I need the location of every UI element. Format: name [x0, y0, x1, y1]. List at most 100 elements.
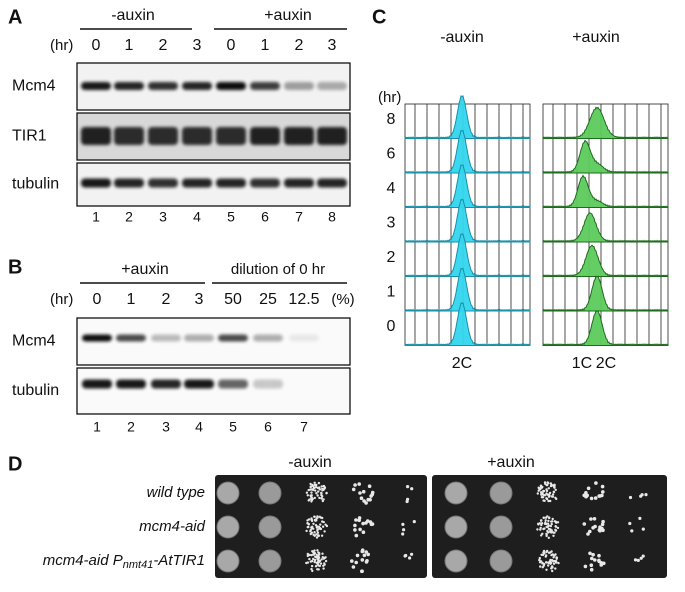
- colony: [551, 569, 554, 573]
- colony: [598, 494, 602, 498]
- colony: [539, 526, 542, 530]
- histogram: [404, 302, 531, 347]
- colony: [547, 487, 550, 490]
- spot: [489, 481, 513, 505]
- time-label: 0: [387, 318, 396, 335]
- colony: [628, 495, 633, 500]
- colony: [321, 556, 324, 559]
- histogram: [404, 267, 531, 312]
- band: [151, 334, 181, 342]
- colony: [545, 561, 548, 564]
- colony: [401, 532, 405, 536]
- colony: [313, 560, 316, 564]
- band: [182, 82, 212, 90]
- colony: [357, 482, 362, 486]
- row-label: tubulin: [12, 176, 59, 193]
- condition-label: -auxin: [111, 7, 155, 24]
- colony: [319, 562, 323, 565]
- colony: [543, 527, 546, 530]
- colony: [641, 527, 645, 531]
- colony: [310, 567, 313, 571]
- colony: [537, 489, 540, 492]
- colony: [367, 484, 372, 489]
- row-label: TIR1: [12, 128, 47, 145]
- colony: [546, 525, 549, 529]
- band: [317, 127, 347, 145]
- colony: [308, 553, 311, 557]
- colony: [406, 497, 410, 501]
- colony: [354, 533, 359, 538]
- colony: [315, 519, 318, 522]
- colony: [408, 556, 412, 560]
- colony: [316, 531, 320, 534]
- colony: [305, 491, 309, 494]
- colony: [589, 496, 594, 501]
- colony: [545, 534, 548, 538]
- colony: [310, 554, 313, 557]
- colony: [313, 534, 316, 537]
- colony: [366, 552, 371, 557]
- colony: [315, 525, 319, 529]
- colony: [305, 529, 308, 533]
- colony: [320, 485, 323, 488]
- colony: [316, 558, 319, 561]
- colony: [309, 529, 312, 532]
- colony: [633, 558, 638, 562]
- colony: [319, 523, 322, 526]
- colony: [552, 534, 555, 537]
- colony: [546, 515, 549, 518]
- band: [114, 82, 144, 90]
- colony: [552, 490, 556, 494]
- row-label: Mcm4: [12, 333, 56, 350]
- band: [284, 178, 314, 188]
- row-label: tubulin: [12, 382, 59, 399]
- spot: [489, 515, 513, 539]
- band: [182, 178, 212, 188]
- colony: [321, 552, 324, 555]
- band: [148, 127, 178, 145]
- band: [218, 334, 248, 342]
- band: [148, 178, 178, 188]
- spot: [258, 515, 282, 539]
- colony: [317, 525, 321, 529]
- colony: [321, 525, 325, 528]
- band: [114, 127, 144, 145]
- colony: [591, 526, 595, 530]
- colony: [311, 497, 314, 501]
- colony: [315, 492, 318, 495]
- colony: [316, 549, 319, 552]
- colony: [313, 481, 316, 484]
- colony: [312, 522, 315, 525]
- colony: [312, 486, 316, 490]
- colony: [361, 530, 366, 534]
- colony: [324, 559, 328, 563]
- colony: [542, 489, 545, 493]
- colony: [539, 519, 543, 522]
- band: [253, 334, 283, 342]
- strain-part: mcm4-aid P: [43, 552, 123, 569]
- colony: [364, 550, 369, 554]
- colony: [359, 496, 364, 501]
- histogram: [404, 129, 531, 174]
- spot: [444, 549, 468, 573]
- histogram: [404, 95, 531, 140]
- spot: [258, 481, 282, 505]
- colony: [322, 520, 325, 524]
- band: [151, 379, 181, 389]
- row-label: Mcm4: [12, 78, 56, 95]
- band: [114, 178, 144, 188]
- band: [82, 379, 112, 389]
- lane-number: 3: [162, 419, 170, 435]
- colony: [361, 521, 365, 526]
- colony: [353, 483, 357, 487]
- colony: [601, 519, 605, 524]
- colony: [314, 489, 317, 492]
- colony: [542, 551, 545, 554]
- colony: [540, 522, 544, 525]
- band: [216, 178, 246, 188]
- colony: [597, 553, 601, 558]
- lane-number: 5: [229, 419, 237, 435]
- lane-number: 4: [195, 419, 203, 435]
